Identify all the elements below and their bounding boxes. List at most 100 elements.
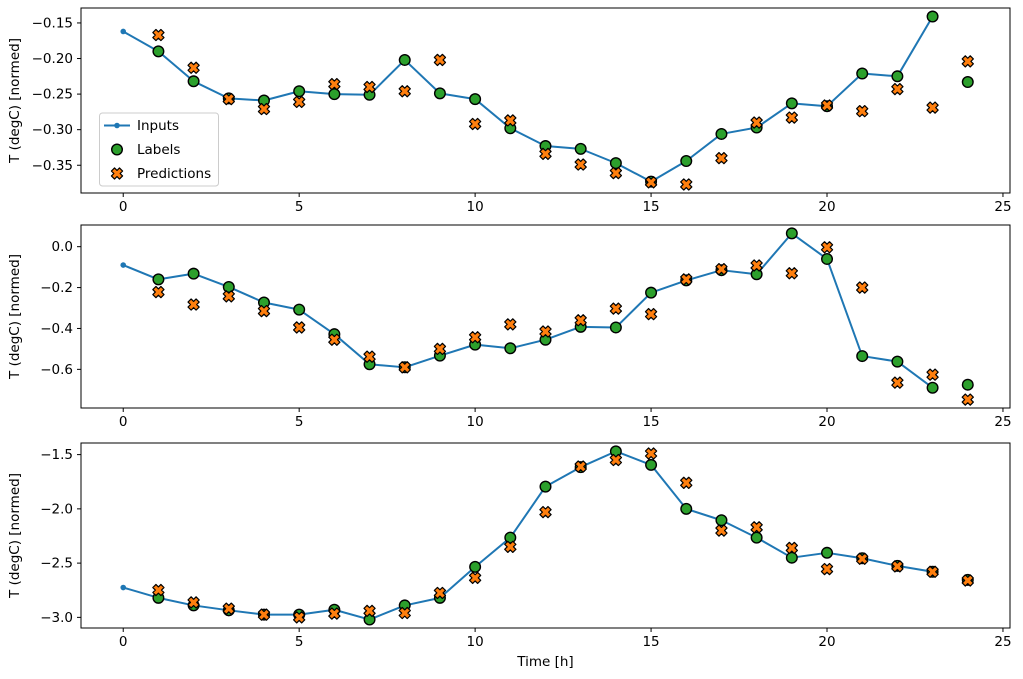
predictions-point-marker xyxy=(820,99,834,112)
axes-background xyxy=(81,8,1010,193)
x-tick-label: 0 xyxy=(119,199,128,215)
predictions-point-marker xyxy=(187,596,200,609)
x-tick-label: 5 xyxy=(295,634,304,650)
subplot-1: 0 5 10 15 20 25 −0.15 −0.20 −0.25 −0.30 −0.35 T (de… xyxy=(7,7,1012,215)
x-tick-label: 10 xyxy=(467,414,484,430)
labels-point-marker xyxy=(750,531,763,544)
x-tick-label: 15 xyxy=(642,199,659,215)
predictions-point-marker xyxy=(187,298,200,311)
x-tick-label: 5 xyxy=(295,414,304,430)
predictions-point-marker xyxy=(891,376,904,389)
y-tick-label: −0.15 xyxy=(32,15,73,31)
y-tick-label: −2.5 xyxy=(40,556,73,572)
legend-predictions-swatch xyxy=(110,167,124,180)
labels-point-marker xyxy=(891,355,904,368)
predictions-point-marker xyxy=(292,611,306,624)
x-tick-label: 20 xyxy=(818,634,835,650)
predictions-point-marker xyxy=(961,55,974,68)
labels-point-marker xyxy=(785,227,798,240)
labels-point-marker xyxy=(891,70,904,83)
labels-point-marker xyxy=(785,551,798,564)
y-tick-label: 0.0 xyxy=(52,239,73,255)
labels-point-marker xyxy=(645,458,658,471)
x-tick-label: 15 xyxy=(642,414,659,430)
labels-point-marker xyxy=(680,154,693,167)
predictions-point-marker xyxy=(574,314,587,327)
predictions-point-marker xyxy=(328,333,341,346)
labels-point-marker xyxy=(574,142,587,155)
predictions-point-marker xyxy=(504,540,517,554)
labels-point-marker xyxy=(609,157,622,170)
labels-point-marker xyxy=(328,88,341,101)
legend: Inputs Labels Predictions xyxy=(99,112,219,187)
y-tick-label: −0.30 xyxy=(32,122,73,138)
predictions-point-marker xyxy=(926,565,939,578)
predictions-point-marker xyxy=(187,61,200,74)
axes-spines xyxy=(80,7,1011,194)
predictions-point-marker xyxy=(363,350,376,363)
predictions-point-marker xyxy=(609,453,623,467)
subplot-3: 0 5 10 15 20 25 −1.5 −2.0 −2.5 −3.0 T (degC) [norm… xyxy=(7,442,1012,670)
legend-labels-swatch xyxy=(110,143,123,156)
labels-point-marker xyxy=(856,67,869,80)
labels-point-marker xyxy=(785,97,798,110)
predictions-point-marker xyxy=(539,325,552,338)
legend-box xyxy=(99,112,219,187)
predictions-point-marker xyxy=(961,393,974,406)
x-tick-label: 0 xyxy=(119,414,128,430)
predictions-point-marker xyxy=(539,505,552,519)
y-tick-label: −0.25 xyxy=(32,87,73,103)
y-tick-label: −3.0 xyxy=(40,610,73,626)
x-tick-label: 10 xyxy=(467,199,484,215)
predictions-point-marker xyxy=(785,541,799,555)
predictions-point-marker xyxy=(222,602,235,615)
labels-point-marker xyxy=(187,267,200,280)
inputs-point-marker xyxy=(120,28,127,35)
predictions-point-marker xyxy=(257,608,271,621)
y-tick-label: −0.4 xyxy=(40,321,73,337)
labels-point-marker xyxy=(961,75,974,88)
labels-point-marker xyxy=(961,378,974,391)
x-tick-label: 20 xyxy=(818,414,835,430)
y-axis-label: T (degC) [normed] xyxy=(7,38,23,164)
labels-point-marker xyxy=(821,546,834,559)
predictions-point-marker xyxy=(644,447,658,460)
predictions-point-marker xyxy=(820,241,834,254)
predictions-point-marker xyxy=(363,604,376,618)
inputs-point-marker xyxy=(120,262,127,268)
predictions-point-marker xyxy=(292,321,306,334)
labels-point-marker xyxy=(926,10,939,23)
predictions-point-marker xyxy=(715,524,728,537)
predictions-point-marker xyxy=(926,101,939,114)
predictions-point-marker xyxy=(222,290,235,303)
predictions-point-marker xyxy=(715,262,728,276)
predictions-point-marker xyxy=(856,281,869,294)
predictions-point-marker xyxy=(363,80,376,94)
axes-spines xyxy=(80,224,1011,409)
axes-background xyxy=(81,225,1010,408)
predictions-point-marker xyxy=(750,116,763,129)
predictions-point-marker xyxy=(468,117,482,131)
labels-point-marker xyxy=(715,514,728,527)
labels-point-marker xyxy=(645,286,658,299)
legend-entry-label: Labels xyxy=(137,142,180,158)
y-axis-label: T (degC) [normed] xyxy=(7,473,23,599)
labels-point-marker xyxy=(293,303,306,316)
labels-point-marker xyxy=(152,45,165,58)
labels-point-marker xyxy=(504,342,517,355)
labels-point-marker xyxy=(926,381,939,394)
predictions-point-marker xyxy=(644,307,658,321)
x-tick-label: 15 xyxy=(642,634,659,650)
predictions-point-marker xyxy=(891,560,904,573)
predictions-point-marker xyxy=(750,521,763,534)
predictions-point-marker xyxy=(785,111,799,124)
labels-point-marker xyxy=(821,252,834,265)
labels-point-marker xyxy=(152,273,165,286)
predictions-point-marker xyxy=(257,304,271,318)
legend-inputs-dot-swatch xyxy=(114,122,120,129)
predictions-point-marker xyxy=(574,158,587,171)
predictions-point-marker xyxy=(328,607,341,620)
y-tick-label: −2.0 xyxy=(40,501,73,517)
labels-point-marker xyxy=(293,85,306,98)
